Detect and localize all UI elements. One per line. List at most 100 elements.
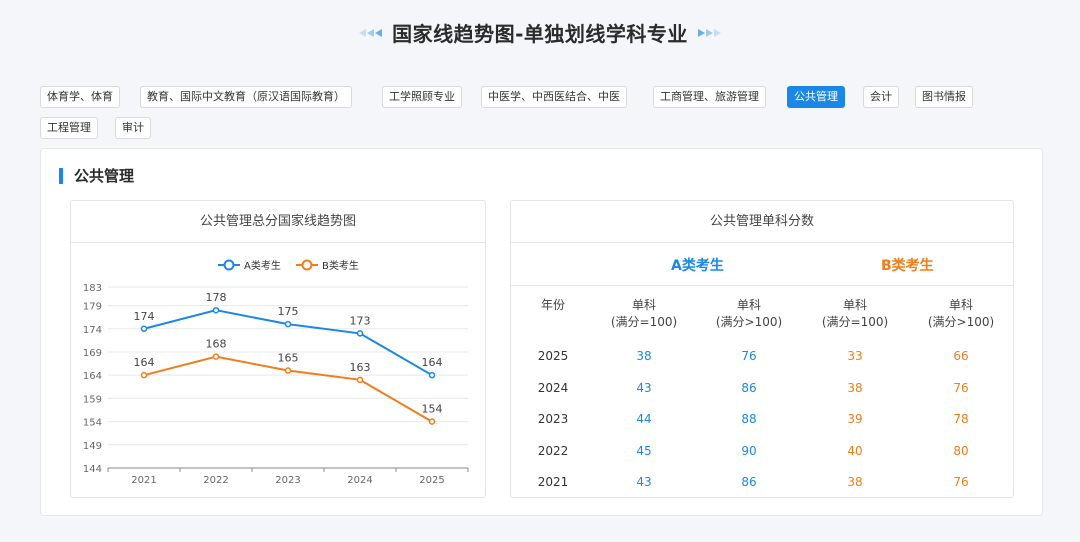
tab-chinese-medicine[interactable]: 中医学、中西医结合、中医: [481, 86, 627, 108]
a-single-100-cell: 45: [636, 443, 652, 458]
tab-accounting[interactable]: 会计: [863, 86, 899, 108]
column-header-line: (满分>100): [927, 315, 995, 329]
tab-audit[interactable]: 审计: [115, 117, 151, 139]
tab-business-tourism[interactable]: 工商管理、旅游管理: [653, 86, 766, 108]
a-single-100-cell: 38: [636, 349, 652, 363]
data-label: 165: [278, 352, 299, 365]
a-single-over100-cell: 76: [741, 349, 757, 363]
year-cell: 2023: [537, 412, 569, 426]
score-table-panel: 公共管理单科分数 A类考生 B类考生 年份 单科 (满分=100) 单科 (满分>100…: [510, 200, 1014, 498]
column-header: 单科 (满分>100): [699, 297, 799, 331]
a-single-100-cell: 43: [636, 380, 652, 395]
y-tick-label: 169: [83, 348, 102, 359]
y-tick-label: 154: [83, 418, 102, 429]
right-arrows-icon: [697, 28, 721, 37]
data-label: 163: [350, 361, 371, 374]
b-single-over100-cell: 66: [953, 349, 969, 363]
a-single-over100-cell: 88: [741, 412, 757, 426]
y-tick-label: 159: [83, 394, 102, 405]
y-tick-label: 164: [83, 371, 102, 382]
data-label: 175: [278, 305, 299, 318]
a-single-100-cell: 43: [636, 475, 652, 489]
b-single-over100-cell: 78: [953, 412, 969, 426]
year-cell: 2025: [537, 349, 569, 363]
legend-marker: [301, 259, 313, 271]
y-tick-label: 174: [83, 325, 102, 336]
tab-public-administration[interactable]: 公共管理: [787, 86, 845, 108]
y-tick-label: 183: [83, 283, 102, 294]
year-cell: 2022: [537, 443, 569, 458]
trend-line-chart: 144 149 154 159 164 169 174 179 183 2021 2022 2023 2…: [83, 259, 469, 486]
left-arrows-icon: [359, 28, 383, 37]
year-cell: 2024: [537, 380, 569, 395]
a-single-over100-cell: 86: [741, 380, 757, 395]
table-title: 公共管理单科分数: [511, 201, 1013, 243]
column-header-line: (满分=100): [821, 315, 889, 329]
column-header-line: 单科: [631, 298, 656, 312]
group-b-label: B类考生: [881, 258, 934, 274]
column-header-line: 单科: [736, 298, 761, 312]
b-single-over100-cell: 76: [953, 475, 969, 489]
x-tick-label: 2022: [203, 475, 228, 486]
data-point: [212, 353, 220, 360]
content-card: 公共管理 公共管理总分国家线趋势图 144 149 154 159 164 169 174 1…: [40, 148, 1043, 516]
data-label: 173: [350, 314, 371, 327]
page-title: 国家线趋势图-单独划线学科专业: [392, 22, 688, 46]
column-header-line: (满分>100): [715, 315, 783, 329]
data-point: [140, 325, 148, 333]
a-single-100-cell: 44: [636, 412, 652, 426]
column-header: 年份: [503, 297, 603, 314]
table-group-header: A类考生 B类考生: [511, 243, 1013, 286]
legend-marker: [223, 259, 235, 271]
data-point: [284, 320, 292, 328]
data-label: 164: [134, 356, 155, 369]
data-point: [428, 371, 436, 379]
data-point: [356, 330, 364, 337]
column-header: 单科 (满分=100): [594, 297, 694, 331]
section-title: 公共管理: [74, 167, 135, 185]
column-header-line: 单科: [948, 298, 973, 312]
data-point: [284, 367, 292, 374]
tab-engineering-management[interactable]: 工程管理: [40, 117, 98, 139]
x-tick-label: 2025: [419, 475, 444, 486]
tab-engineering[interactable]: 工学照顾专业: [382, 86, 462, 108]
b-single-over100-cell: 80: [953, 443, 969, 458]
y-tick-label: 149: [83, 441, 102, 452]
b-single-over100-cell: 76: [953, 380, 969, 395]
data-point: [140, 371, 148, 379]
data-point: [428, 418, 436, 425]
chart-title: 公共管理总分国家线趋势图: [71, 201, 485, 243]
data-label: 174: [134, 310, 155, 323]
column-header: 单科 (满分=100): [805, 297, 905, 331]
data-label: 178: [206, 291, 227, 304]
b-single-100-cell: 40: [847, 443, 863, 458]
section-header: 公共管理: [59, 165, 134, 186]
tab-library-information[interactable]: 图书情报: [915, 86, 973, 108]
data-point: [356, 376, 364, 384]
a-single-over100-cell: 86: [741, 475, 757, 489]
y-tick-label: 144: [83, 464, 102, 475]
a-single-over100-cell: 90: [741, 443, 757, 458]
data-label: 164: [422, 356, 443, 369]
x-tick-label: 2024: [347, 475, 372, 486]
legend-label: A类考生: [244, 259, 281, 272]
x-tick-label: 2021: [131, 475, 156, 486]
series-line-a: [143, 309, 433, 377]
column-header-line: (满分=100): [610, 315, 678, 329]
legend-label: B类考生: [322, 259, 359, 272]
b-single-100-cell: 38: [847, 475, 863, 489]
series-line-b: [143, 355, 433, 423]
data-label: 168: [206, 338, 227, 351]
section-accent-bar: [59, 167, 63, 184]
b-single-100-cell: 33: [847, 349, 863, 363]
trend-chart-panel: 公共管理总分国家线趋势图 144 149 154 159 164 169 174 179 183…: [70, 200, 486, 498]
tab-sports[interactable]: 体育学、体育: [40, 86, 120, 108]
tab-education[interactable]: 教育、国际中文教育（原汉语国际教育）: [140, 86, 352, 108]
x-tick-label: 2023: [275, 475, 300, 486]
year-cell: 2021: [537, 475, 569, 489]
y-tick-label: 179: [83, 302, 102, 313]
group-a-label: A类考生: [671, 258, 724, 274]
b-single-100-cell: 39: [847, 412, 863, 426]
column-header-line: 年份: [540, 298, 565, 312]
column-header-line: 单科: [842, 298, 867, 312]
